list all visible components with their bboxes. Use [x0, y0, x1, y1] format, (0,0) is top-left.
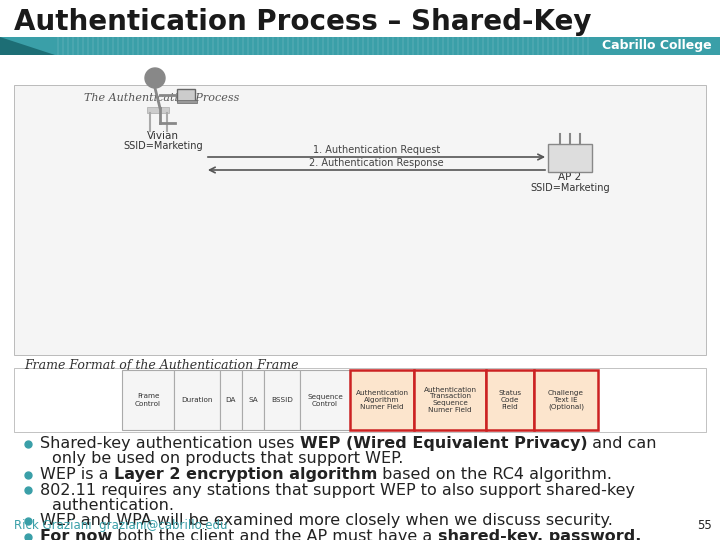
- Text: The Authentication Process: The Authentication Process: [84, 93, 239, 103]
- Bar: [174, 370, 220, 430]
- Text: Cabrillo College: Cabrillo College: [603, 39, 712, 52]
- Text: Authentication
Algorithm
Numer Field: Authentication Algorithm Numer Field: [356, 390, 408, 410]
- Text: BSSID: BSSID: [271, 397, 293, 403]
- Text: and can: and can: [587, 436, 657, 451]
- Bar: [414, 370, 486, 430]
- Text: WEP (Wired Equivalent Privacy): WEP (Wired Equivalent Privacy): [300, 436, 587, 451]
- Text: 802.11 requires any stations that support WEP to also support shared-key: 802.11 requires any stations that suppor…: [40, 483, 635, 497]
- Bar: [177, 89, 195, 101]
- Bar: [177, 100, 197, 103]
- Text: Status
Code
Field: Status Code Field: [498, 390, 521, 410]
- Text: Authentication Process – Shared-Key: Authentication Process – Shared-Key: [14, 8, 592, 36]
- Bar: [0, 37, 720, 55]
- Text: Shared-key authentication uses: Shared-key authentication uses: [40, 436, 300, 451]
- Text: shared-key, password.: shared-key, password.: [438, 529, 641, 540]
- Text: Sequence
Control: Sequence Control: [307, 394, 343, 407]
- Bar: [264, 370, 300, 430]
- Text: both the client and the AP must have a: both the client and the AP must have a: [112, 529, 438, 540]
- Text: SA: SA: [248, 397, 258, 403]
- Bar: [14, 85, 706, 355]
- Circle shape: [145, 68, 165, 88]
- Text: SSID=Marketing: SSID=Marketing: [123, 141, 203, 151]
- Bar: [122, 370, 174, 430]
- Text: DA: DA: [226, 397, 236, 403]
- Text: SSID=Marketing: SSID=Marketing: [530, 183, 610, 193]
- Text: based on the RC4 algorithm.: based on the RC4 algorithm.: [377, 467, 612, 482]
- Bar: [486, 370, 534, 430]
- Text: Authentication
Transaction
Sequence
Numer Field: Authentication Transaction Sequence Nume…: [423, 387, 477, 414]
- Text: WEP is a: WEP is a: [40, 467, 114, 482]
- Text: Challenge
Text IE
(Optional): Challenge Text IE (Optional): [548, 390, 584, 410]
- Text: Frame
Control: Frame Control: [135, 394, 161, 407]
- Bar: [350, 370, 414, 430]
- Text: Frame Format of the Authentication Frame: Frame Format of the Authentication Frame: [24, 359, 299, 372]
- Text: authentication.: authentication.: [52, 498, 174, 513]
- Text: AP 2: AP 2: [559, 172, 582, 182]
- Bar: [534, 370, 598, 430]
- Polygon shape: [0, 37, 55, 55]
- Bar: [548, 144, 592, 172]
- Text: Layer 2 encryption algorithm: Layer 2 encryption algorithm: [114, 467, 377, 482]
- Bar: [14, 368, 706, 432]
- Text: WEP and WPA will be examined more closely when we discuss security.: WEP and WPA will be examined more closel…: [40, 514, 613, 529]
- Bar: [147, 107, 169, 113]
- Text: Duration: Duration: [181, 397, 212, 403]
- Text: only be used on products that support WEP.: only be used on products that support WE…: [52, 451, 403, 467]
- Text: Rick Graziani  graziani@cabrillo.edu: Rick Graziani graziani@cabrillo.edu: [14, 519, 228, 532]
- Bar: [300, 370, 350, 430]
- Text: 2. Authentication Response: 2. Authentication Response: [309, 158, 444, 168]
- Text: Vivian: Vivian: [147, 131, 179, 141]
- Bar: [242, 370, 264, 430]
- Bar: [220, 370, 242, 430]
- Text: 55: 55: [697, 519, 712, 532]
- Text: For now: For now: [40, 529, 112, 540]
- Text: 1. Authentication Request: 1. Authentication Request: [313, 145, 440, 155]
